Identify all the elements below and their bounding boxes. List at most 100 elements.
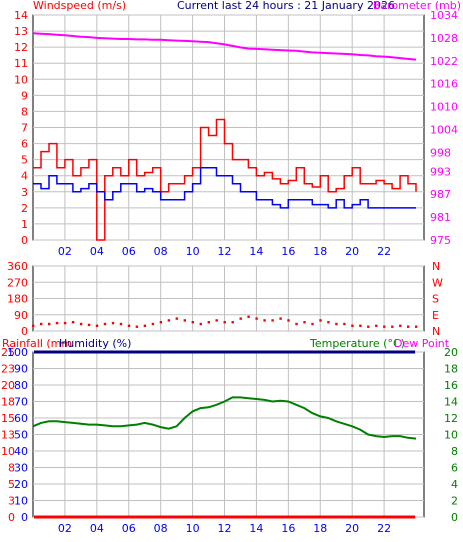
humidity-y-tick-label: 20 [14,478,28,491]
wind-y-tick-label: 12 [14,41,28,54]
direction-point [335,322,338,326]
direction-panel: 0 N 90 E 180 S 270 W 360 N [7,260,443,338]
direction-point [415,325,418,328]
lower-x-tick-label: 14 [249,522,263,535]
wind-x-tick-label: 02 [58,245,72,258]
wind-x-tick-label: 06 [122,245,136,258]
barometer-y-tick-label: 1004 [430,123,458,136]
wind-panel: 0123456789101112131497598198799399810041… [14,9,458,258]
direction-point [375,324,378,327]
direction-point [32,324,35,327]
humidity-y-tick-label: 50 [14,429,28,442]
humidity-y-tick-label: 90 [14,363,28,376]
rainfall-y-tick-label: 23 [1,363,15,376]
lower-x-tick-label: 08 [154,522,168,535]
direction-point [391,325,394,328]
barometer-y-tick-label: 981 [430,211,451,224]
humidity-y-tick-label: 10 [14,495,28,508]
direction-y-tick-label: 360 [7,260,28,273]
direction-point [247,315,250,318]
lower-x-tick-label: 10 [186,522,200,535]
barometer-y-tick-label: 1016 [430,78,458,91]
barometer-series [32,32,417,61]
lower-x-tick-label: 20 [345,522,359,535]
temperature-y-tick-label: 10 [444,429,458,442]
direction-point [303,321,306,324]
direction-compass-label: N [432,325,440,338]
direction-point [95,324,99,327]
lower-x-tick-label: 04 [90,522,104,535]
header-left-label: Windspeed (m/s) [33,0,126,12]
lower-x-tick-label: 18 [313,522,327,535]
wind-y-tick-label: 1 [21,218,28,231]
direction-point [271,319,274,322]
wind-x-tick-label: 18 [313,245,327,258]
wind-y-tick-label: 4 [21,170,28,183]
wind-y-tick-label: 6 [21,138,28,151]
wind-x-tick-label: 14 [249,245,263,258]
humidity-y-tick-label: 40 [14,445,28,458]
barometer-y-tick-label: 1010 [430,101,458,114]
rainfall-y-tick-label: 5 [8,478,15,491]
direction-point [63,321,67,325]
direction-point [135,325,139,328]
temperature-y-tick-label: 20 [444,346,458,359]
wind-gust-series [33,118,417,241]
direction-point [183,319,186,322]
direction-point [359,324,362,327]
direction-point [343,322,346,326]
direction-point [383,325,386,328]
lower-x-tick-label: 22 [377,522,391,535]
wind-y-tick-label: 11 [14,57,28,70]
wind-x-tick-label: 16 [281,245,295,258]
direction-point [199,322,202,326]
rainfall-y-tick-label: 13 [1,429,15,442]
direction-compass-label: W [432,276,443,289]
direction-point [263,319,266,322]
wind-x-tick-label: 08 [154,245,168,258]
wind-y-tick-label: 8 [21,105,28,118]
header-center-label: Current last 24 hours : 21 January 2026 [177,0,395,12]
rainfall-y-tick-label: 0 [8,511,15,524]
legend-humidity: Humidity (%) [59,337,131,350]
wind-x-tick-label: 04 [90,245,104,258]
barometer-y-tick-label: 993 [430,165,451,178]
direction-point [71,321,75,324]
direction-y-tick-label: 90 [14,309,28,322]
humidity-y-tick-label: 30 [14,462,28,475]
direction-point [151,322,155,326]
legend-temperature: Temperature (°C) [309,337,405,350]
wind-y-tick-label: 3 [21,186,28,199]
direction-compass-label: N [432,260,440,273]
direction-point [87,323,91,327]
direction-point [327,321,330,324]
wind-y-tick-label: 5 [21,154,28,167]
direction-point [319,319,322,322]
rainfall-y-tick-label: 20 [1,379,15,392]
humidity-y-tick-label: 70 [14,396,28,409]
direction-point [48,322,51,326]
temperature-y-tick-label: 12 [444,412,458,425]
humidity-y-tick-label: 0 [21,511,28,524]
temperature-y-tick-label: 8 [451,445,458,458]
direction-point [407,325,410,328]
wind-y-tick-label: 14 [14,9,28,22]
direction-point [231,321,234,324]
barometer-y-tick-label: 1034 [430,9,458,22]
wind-x-tick-label: 12 [218,245,232,258]
temperature-y-tick-label: 6 [451,462,458,475]
wind-y-tick-label: 7 [21,122,28,135]
humidity-y-tick-label: 60 [14,412,28,425]
wind-y-tick-label: 0 [21,234,28,247]
wind-x-tick-label: 20 [345,245,359,258]
direction-point [111,321,115,325]
rainfall-y-tick-label: 25 [1,346,15,359]
direction-point [40,322,43,326]
temperature-y-tick-label: 14 [444,396,458,409]
barometer-y-tick-label: 987 [430,188,451,201]
direction-y-tick-label: 180 [7,293,28,306]
direction-point [279,317,282,320]
wind-average-series [33,166,416,209]
